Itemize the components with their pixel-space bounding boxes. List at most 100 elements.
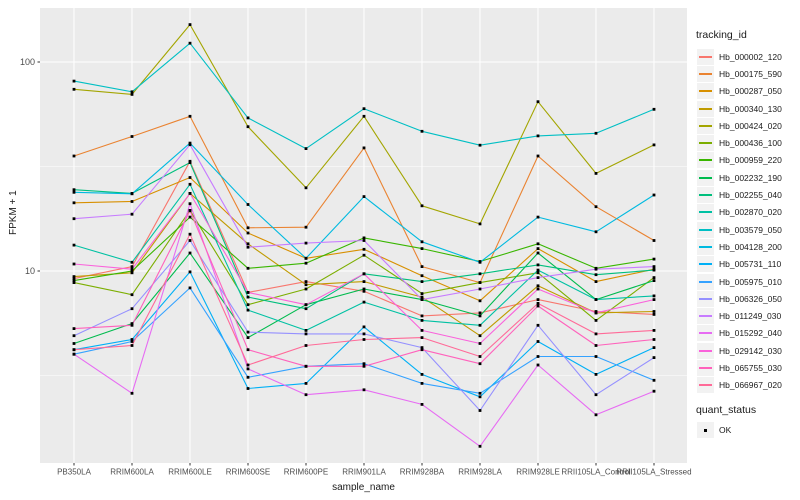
data-point <box>304 241 308 245</box>
data-point <box>246 336 250 339</box>
data-point <box>594 205 598 209</box>
data-point <box>536 363 540 367</box>
data-point <box>246 387 250 390</box>
data-point <box>130 322 134 325</box>
data-point <box>478 444 482 448</box>
data-point <box>362 272 366 276</box>
data-point <box>594 332 598 336</box>
data-point <box>304 382 308 385</box>
data-point <box>246 375 250 379</box>
data-point <box>478 143 482 147</box>
data-point <box>72 188 76 192</box>
data-point <box>188 114 192 118</box>
data-point <box>72 190 76 194</box>
data-point <box>130 212 134 216</box>
ok-point-swatch <box>697 422 714 438</box>
data-point <box>362 338 366 341</box>
data-point <box>652 276 656 279</box>
legend-swatch <box>697 238 714 255</box>
data-point <box>594 131 598 135</box>
x-tick-label: RRIM600LE <box>168 468 212 477</box>
data-point <box>420 240 424 244</box>
data-point <box>304 307 308 311</box>
data-point <box>478 272 482 276</box>
data-point <box>652 268 656 272</box>
legend-item-Hb_000959_220: Hb_000959_220 <box>697 152 782 169</box>
data-point <box>304 364 308 368</box>
data-point <box>304 344 308 347</box>
data-point <box>478 391 482 395</box>
data-point <box>420 346 424 349</box>
data-point <box>188 232 192 236</box>
data-point <box>130 340 134 343</box>
data-point <box>72 334 76 338</box>
data-point <box>246 330 250 334</box>
y-tick-label: 100 <box>20 57 35 67</box>
data-point <box>536 298 540 301</box>
data-point <box>478 334 482 338</box>
data-point <box>130 293 134 297</box>
data-point <box>72 352 76 356</box>
data-point <box>130 135 134 138</box>
legend-label: Hb_011249_030 <box>719 311 782 322</box>
data-point <box>536 323 540 327</box>
data-point <box>478 260 482 264</box>
data-point <box>246 367 250 371</box>
data-point <box>536 242 540 246</box>
legend-label: Hb_000002_120 <box>719 51 782 62</box>
data-point <box>652 294 656 298</box>
data-point <box>304 225 308 229</box>
data-point <box>72 262 76 266</box>
data-point <box>304 280 308 283</box>
data-point <box>536 268 540 272</box>
y-axis-title: FPKM + 1 <box>8 190 19 235</box>
data-point <box>304 283 308 287</box>
legend-swatch <box>697 273 714 290</box>
legend-item-Hb_004128_200: Hb_004128_200 <box>697 238 782 255</box>
data-point <box>304 147 308 150</box>
data-point <box>188 141 192 145</box>
data-point <box>304 303 308 307</box>
legend-label: Hb_004128_200 <box>719 241 782 252</box>
data-point <box>652 279 656 282</box>
data-point <box>72 79 76 83</box>
data-point <box>594 344 598 347</box>
data-point <box>362 239 366 242</box>
legend-item-Hb_000002_120: Hb_000002_120 <box>697 48 782 65</box>
data-point <box>362 325 366 329</box>
x-tick-label: RRIM600PE <box>284 468 328 477</box>
legend-label: Hb_029142_030 <box>719 345 782 356</box>
data-point <box>652 338 656 341</box>
data-point <box>420 265 424 268</box>
data-point <box>652 389 656 393</box>
data-point <box>652 329 656 332</box>
data-point <box>362 114 366 118</box>
data-point <box>304 186 308 190</box>
legend-label: Hb_015292_040 <box>719 328 782 339</box>
data-point <box>188 215 192 219</box>
data-point <box>246 245 250 249</box>
data-point <box>362 236 366 240</box>
data-point <box>594 230 598 234</box>
x-tick-label: RRIM600SE <box>226 468 270 477</box>
data-point <box>478 362 482 366</box>
data-point <box>536 271 540 275</box>
legend-swatch <box>697 221 714 238</box>
legend-label: Hb_005975_010 <box>719 276 782 287</box>
data-point <box>362 287 366 291</box>
data-point <box>536 215 540 219</box>
legend-item-Hb_002870_020: Hb_002870_020 <box>697 204 782 221</box>
data-point <box>130 391 134 395</box>
data-point <box>130 200 134 203</box>
data-point <box>594 311 598 315</box>
data-point <box>478 281 482 284</box>
data-point <box>130 265 134 268</box>
legend-item-Hb_015292_040: Hb_015292_040 <box>697 325 782 342</box>
legend-swatch <box>697 117 714 134</box>
data-point <box>188 182 192 186</box>
data-point <box>130 269 134 273</box>
data-point <box>130 260 134 264</box>
data-point <box>188 239 192 242</box>
data-point <box>362 332 366 336</box>
